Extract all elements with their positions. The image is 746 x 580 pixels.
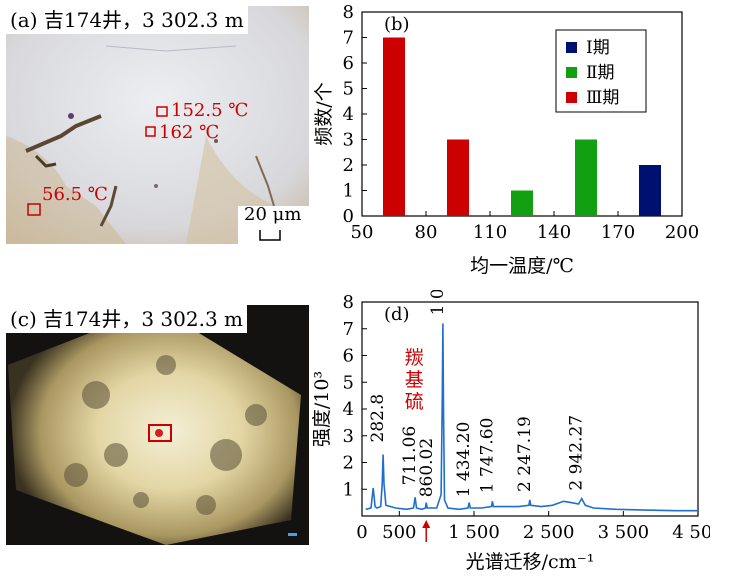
- legend-label-2: Ⅲ期: [586, 88, 619, 108]
- y-tick-label: 6: [343, 53, 354, 74]
- bar-4: [639, 165, 661, 216]
- panel-a-label: (a) 吉174井，3 302.3 m: [6, 6, 248, 34]
- x-axis-label: 光谱迁移/cm⁻¹: [466, 551, 595, 573]
- y-tick-label: 6: [343, 346, 354, 367]
- carbonyl-sulfide-char-0: 羰: [405, 347, 424, 369]
- x-tick-label: 80: [415, 222, 438, 243]
- y-axis-label: 频数/个: [313, 82, 335, 145]
- y-tick-label: 1: [343, 181, 354, 202]
- peak-label-6: 2 247.19: [515, 416, 535, 492]
- red-arrow-head: [422, 520, 431, 528]
- legend-swatch-2: [566, 92, 577, 103]
- carbonyl-sulfide-char-2: 硫: [405, 391, 424, 413]
- y-tick-label: 4: [343, 399, 354, 420]
- spectrum-line: [365, 323, 698, 512]
- x-tick-label: 110: [473, 222, 507, 243]
- bar-0: [383, 37, 405, 216]
- legend-swatch-1: [566, 67, 577, 78]
- scale-bar-line: [259, 230, 281, 241]
- x-tick-label: 0: [356, 522, 367, 543]
- raman-target-box: [148, 424, 172, 442]
- temp-label-2: 162 ℃: [159, 122, 219, 143]
- bar-1: [447, 139, 469, 216]
- scale-bar-box: [238, 206, 309, 244]
- scale-mark: [288, 533, 297, 536]
- peak-label-2: 860.02: [417, 438, 437, 497]
- x-tick-label: 50: [351, 222, 374, 243]
- y-tick-label: 5: [343, 372, 354, 393]
- bar-2: [511, 190, 533, 216]
- x-tick-label: 500: [382, 522, 416, 543]
- micrograph-c-image: [6, 305, 309, 545]
- y-tick-label: 1: [343, 479, 354, 500]
- temp-label-3: 56.5 ℃: [42, 184, 108, 205]
- temp-label-1: 152.5 ℃: [171, 100, 248, 121]
- y-tick-label: 3: [343, 130, 354, 151]
- micrograph-c: (c) 吉174井，3 302.3 m: [6, 305, 309, 545]
- histogram-chart: 0 1 2 3 4 5 6 7 8 50 80 110 140 170 200 均一温度/℃ 频数/个 (b) Ⅰ期…: [313, 2, 699, 277]
- x-tick-label: 200: [665, 222, 699, 243]
- inclusion-annotations: 152.5 ℃ 162 ℃ 56.5 ℃: [27, 100, 248, 216]
- y-axis-label: 强度/10³: [311, 371, 333, 447]
- y-tick-label: 0: [343, 206, 354, 227]
- peak-label-7: 2 942.27: [567, 415, 587, 491]
- x-axis-label: 均一温度/℃: [470, 255, 574, 277]
- scale-bar-label: 20 μm: [244, 204, 302, 225]
- inclusion-box-3: [27, 203, 41, 216]
- legend-label-0: Ⅰ期: [586, 38, 610, 58]
- carbonyl-sulfide-char-1: 基: [405, 369, 424, 391]
- peak-label-4: 1 434.20: [454, 422, 474, 498]
- panel-d-label: (d): [384, 304, 410, 325]
- y-tick-label: 2: [343, 453, 354, 474]
- y-tick-label: 3: [343, 426, 354, 447]
- x-tick-label: 170: [601, 222, 635, 243]
- raman-spectrum-chart: 1 2 3 4 5 6 7 8 0 500 1 500 2 500 3 500 4 500 (d) 光谱迁移/…: [311, 290, 710, 573]
- x-tick-label: 3 500: [598, 522, 650, 543]
- bar-3: [575, 139, 597, 216]
- y-tick-label: 2: [343, 155, 354, 176]
- x-tick-label: 140: [537, 222, 571, 243]
- micrograph-a: (a) 吉174井，3 302.3 m 152.5 ℃ 162 ℃ 56.5 ℃…: [6, 6, 309, 244]
- peak-label-3: 1 083.56: [428, 290, 448, 315]
- raman-target-dot: [155, 429, 163, 437]
- peak-label-1: 711.06: [400, 426, 420, 485]
- inclusion-box-1: [156, 106, 168, 117]
- x-tick-label: 1 500: [448, 522, 500, 543]
- inclusion-box-2: [145, 126, 156, 137]
- peak-label-5: 1 747.60: [477, 418, 497, 494]
- x-tick-label: 2 500: [523, 522, 575, 543]
- panel-c-label: (c) 吉174井，3 302.3 m: [6, 305, 247, 333]
- y-tick-label: 8: [343, 292, 354, 313]
- peak-label-0: 282.8: [368, 394, 388, 443]
- legend-label-1: Ⅱ期: [586, 63, 615, 83]
- y-tick-label: 7: [343, 28, 354, 49]
- y-tick-label: 5: [343, 79, 354, 100]
- legend-swatch-0: [566, 42, 577, 53]
- x-tick-label: 4 500: [672, 522, 710, 543]
- y-tick-label: 7: [343, 319, 354, 340]
- y-tick-label: 4: [343, 104, 354, 125]
- y-tick-label: 8: [343, 2, 354, 23]
- panel-b-label: (b): [384, 14, 410, 35]
